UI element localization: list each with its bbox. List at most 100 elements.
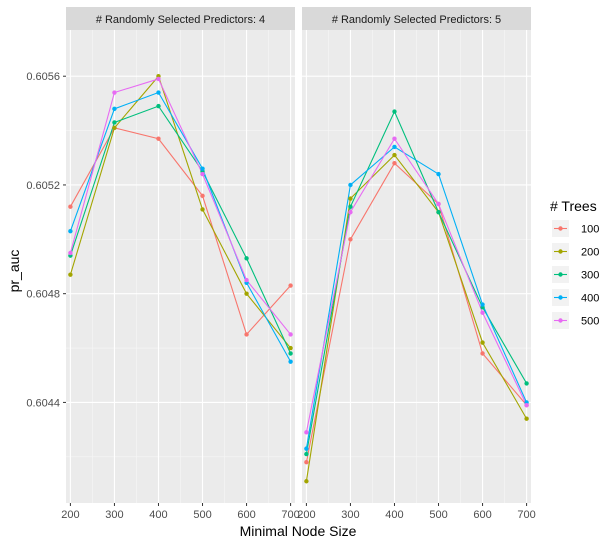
x-tick-label: 500: [429, 509, 447, 521]
data-point-100: [200, 193, 205, 199]
data-point-300: [392, 109, 397, 114]
data-point-300: [244, 256, 249, 261]
x-tick-label: 600: [237, 509, 255, 521]
legend-key-point: [558, 226, 563, 231]
series-line-400: [305, 146, 528, 449]
legend-item-400: 400: [552, 289, 599, 306]
data-point-400: [392, 144, 397, 150]
y-tick-label: 0.6052: [26, 180, 60, 192]
data-point-400: [304, 446, 309, 451]
data-point-200: [348, 196, 353, 201]
data-point-500: [524, 402, 529, 408]
data-point-400: [68, 228, 73, 234]
data-point-100: [304, 460, 309, 465]
data-point-200: [304, 479, 309, 484]
facet-panel-2: # Randomly Selected Predictors: 5 200 300 4…: [297, 7, 536, 521]
series-line-400: [69, 91, 292, 362]
data-point-500: [392, 136, 397, 141]
data-point-300: [304, 451, 309, 457]
legend-item-200: 200: [552, 243, 599, 260]
legend-label: 500: [581, 316, 599, 328]
data-point-400: [200, 166, 205, 171]
legend-item-100: 100: [552, 220, 599, 237]
data-point-400: [112, 106, 117, 112]
x-tick-label: 700: [517, 509, 535, 521]
y-axis-title: pr_auc: [6, 250, 22, 293]
facet-panels: # Randomly Selected Predictors: 4 200 300 4…: [61, 7, 536, 521]
data-point-200: [480, 340, 485, 345]
data-point-100: [348, 237, 353, 242]
x-tick-label: 200: [297, 509, 315, 521]
data-point-400: [156, 90, 161, 95]
data-point-400: [480, 302, 485, 307]
data-point-200: [112, 125, 117, 131]
legend-title: # Trees: [550, 198, 597, 214]
x-tick-label: 400: [149, 509, 167, 521]
data-point-500: [348, 209, 353, 215]
facet-strip-background: [302, 7, 531, 30]
data-point-400: [348, 182, 353, 188]
data-point-500: [304, 430, 309, 435]
x-tick-label: 700: [281, 509, 299, 521]
data-point-100: [244, 332, 249, 337]
legend-key-point: [558, 295, 563, 300]
x-tick-label: 200: [61, 509, 79, 521]
series-line-100: [69, 127, 292, 336]
data-point-200: [392, 152, 397, 158]
x-tick-label: 300: [341, 509, 359, 521]
data-point-400: [436, 171, 441, 177]
x-axis-title: Minimal Node Size: [240, 523, 357, 539]
facet-strip-label: # Randomly Selected Predictors: 5: [332, 14, 501, 26]
data-point-300: [156, 103, 161, 109]
legend-label: 100: [581, 224, 599, 236]
legend-key-point: [558, 272, 563, 277]
facet-panel-1: # Randomly Selected Predictors: 4 200 300 4…: [61, 7, 300, 521]
x-tick-label: 600: [473, 509, 491, 521]
legend-item-300: 300: [552, 266, 599, 283]
data-point-100: [156, 136, 161, 141]
x-tick-label: 500: [193, 509, 211, 521]
series-line-500: [69, 78, 292, 335]
x-tick-label: 300: [105, 509, 123, 521]
data-point-400: [288, 359, 293, 364]
data-point-200: [200, 207, 205, 212]
data-point-300: [112, 120, 117, 125]
data-point-500: [480, 310, 485, 315]
x-tick-label: 400: [385, 509, 403, 521]
data-point-100: [288, 283, 293, 288]
legend-label: 400: [581, 293, 599, 305]
legend-key-point: [558, 249, 563, 254]
data-point-200: [68, 272, 73, 277]
y-tick-label: 0.6044: [26, 397, 60, 409]
data-point-100: [480, 351, 485, 356]
series-line-300: [69, 105, 292, 354]
data-point-300: [288, 351, 293, 356]
legend-label: 200: [581, 247, 599, 259]
y-axis: 0.6044 0.6048 0.6052 0.6056: [26, 71, 66, 409]
legend-label: 300: [581, 270, 599, 282]
facet-strip-background: [66, 7, 295, 30]
data-point-100: [392, 161, 397, 166]
data-point-500: [288, 332, 293, 337]
y-tick-label: 0.6048: [26, 289, 60, 301]
legend-item-500: 500: [552, 312, 599, 329]
data-point-300: [524, 381, 529, 386]
data-point-200: [244, 291, 249, 296]
legend: # Trees 100 200 300 400 500: [550, 198, 599, 329]
data-point-500: [200, 171, 205, 177]
y-tick-label: 0.6056: [26, 71, 60, 83]
data-point-100: [68, 204, 73, 209]
data-point-300: [348, 204, 353, 209]
facet-strip-label: # Randomly Selected Predictors: 4: [96, 14, 265, 26]
data-point-500: [436, 201, 441, 207]
data-point-500: [156, 76, 161, 82]
series-line-200: [69, 75, 292, 349]
data-point-200: [288, 345, 293, 351]
series-line-500: [305, 137, 528, 433]
data-point-500: [68, 250, 73, 256]
legend-key-point: [558, 318, 563, 323]
data-point-500: [244, 277, 249, 283]
data-point-500: [112, 90, 117, 95]
data-point-200: [524, 416, 529, 421]
